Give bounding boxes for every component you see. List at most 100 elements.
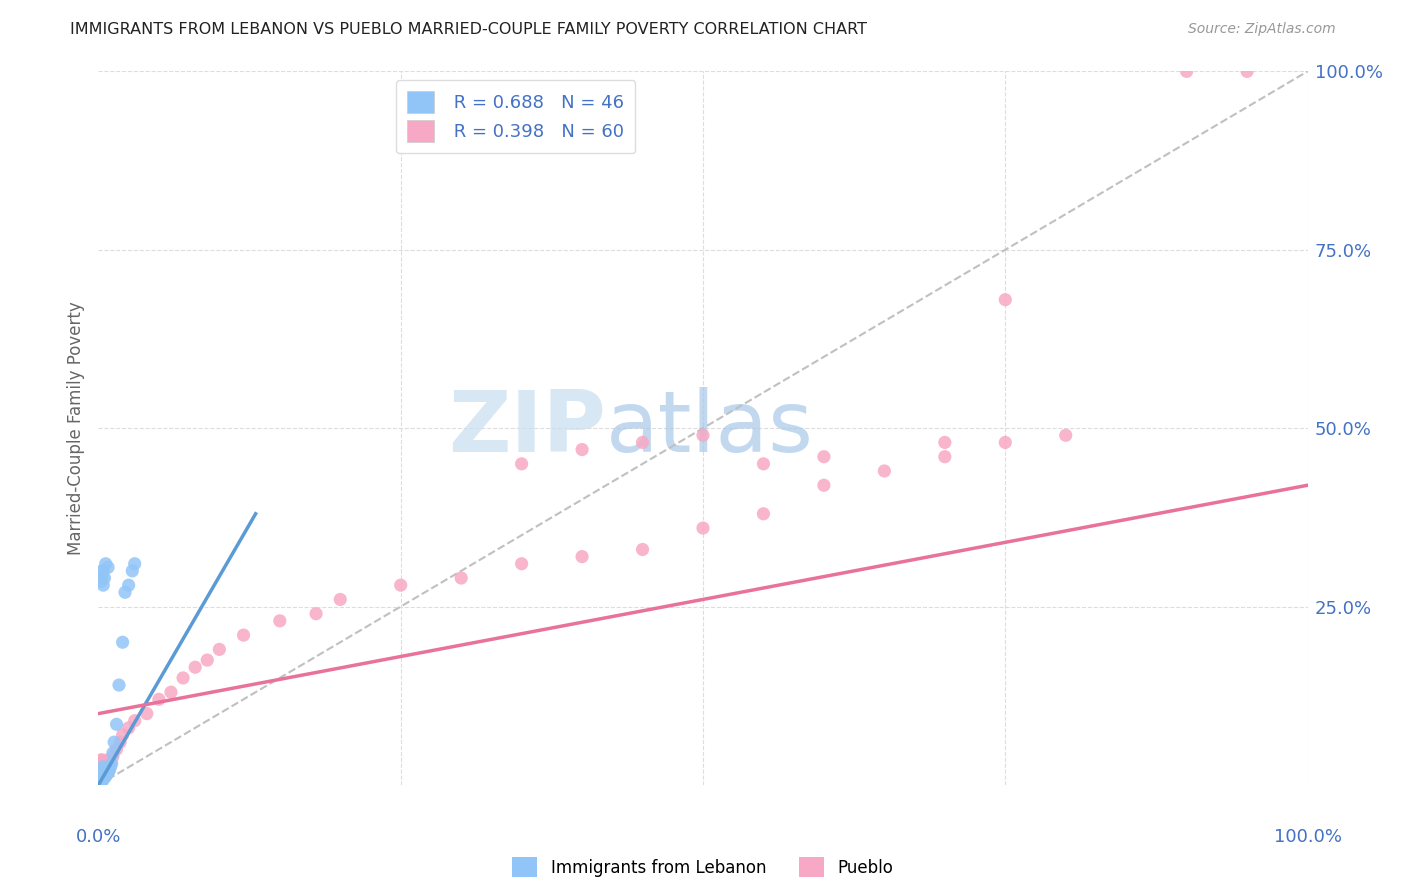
Point: [91, 756, 114, 771]
Point: [571, 549, 593, 564]
Point: [89, 756, 111, 771]
Point: [93, 760, 115, 774]
Point: [93, 760, 115, 774]
Text: atlas: atlas: [606, 386, 814, 470]
Text: Source: ZipAtlas.com: Source: ZipAtlas.com: [1188, 22, 1336, 37]
Point: [93, 571, 115, 585]
Point: [91, 571, 114, 585]
Point: [114, 585, 136, 599]
Point: [90, 773, 112, 788]
Point: [101, 746, 124, 760]
Point: [100, 756, 122, 771]
Text: 100.0%: 100.0%: [1274, 828, 1341, 846]
Point: [91, 762, 114, 776]
Point: [135, 706, 157, 721]
Point: [208, 642, 231, 657]
Point: [91, 760, 114, 774]
Point: [510, 557, 533, 571]
Point: [97, 560, 120, 574]
Point: [813, 450, 835, 464]
Point: [89, 772, 111, 787]
Text: IMMIGRANTS FROM LEBANON VS PUEBLO MARRIED-COUPLE FAMILY POVERTY CORRELATION CHAR: IMMIGRANTS FROM LEBANON VS PUEBLO MARRIE…: [70, 22, 868, 37]
Point: [1175, 64, 1198, 78]
Point: [94, 764, 117, 778]
Point: [96, 753, 118, 767]
Point: [94, 557, 117, 571]
Point: [98, 764, 121, 778]
Point: [108, 678, 131, 692]
Point: [89, 774, 111, 789]
Point: [90, 771, 112, 785]
Point: [96, 762, 118, 776]
Point: [98, 760, 121, 774]
Point: [994, 435, 1017, 450]
Point: [389, 578, 412, 592]
Point: [124, 557, 146, 571]
Point: [93, 767, 115, 781]
Point: [97, 756, 120, 771]
Point: [90, 753, 112, 767]
Point: [90, 760, 112, 774]
Point: [172, 671, 194, 685]
Point: [118, 578, 141, 592]
Point: [105, 742, 128, 756]
Point: [111, 635, 134, 649]
Point: [571, 442, 593, 457]
Point: [93, 771, 115, 785]
Point: [100, 760, 122, 774]
Point: [752, 507, 775, 521]
Point: [184, 660, 207, 674]
Point: [90, 767, 112, 781]
Point: [90, 764, 112, 778]
Point: [1236, 64, 1258, 78]
Point: [111, 728, 134, 742]
Point: [90, 574, 112, 589]
Point: [994, 293, 1017, 307]
Point: [91, 767, 114, 781]
Legend: Immigrants from Lebanon, Pueblo: Immigrants from Lebanon, Pueblo: [506, 850, 900, 884]
Point: [105, 717, 128, 731]
Point: [121, 564, 143, 578]
Point: [108, 735, 131, 749]
Point: [94, 764, 117, 778]
Point: [94, 769, 117, 783]
Y-axis label: Married-Couple Family Poverty: Married-Couple Family Poverty: [66, 301, 84, 555]
Point: [752, 457, 775, 471]
Point: [100, 756, 122, 771]
Point: [101, 749, 124, 764]
Point: [90, 776, 112, 790]
Point: [96, 760, 118, 774]
Point: [269, 614, 291, 628]
Point: [305, 607, 328, 621]
Point: [103, 735, 125, 749]
Point: [450, 571, 472, 585]
Point: [91, 564, 114, 578]
Point: [934, 435, 956, 450]
Point: [91, 753, 114, 767]
Point: [91, 760, 114, 774]
Point: [329, 592, 352, 607]
Point: [97, 764, 120, 778]
Point: [692, 521, 714, 535]
Point: [873, 464, 896, 478]
Point: [89, 760, 111, 774]
Point: [96, 767, 118, 781]
Text: ZIP: ZIP: [449, 386, 606, 470]
Point: [97, 765, 120, 780]
Point: [89, 771, 111, 785]
Point: [148, 692, 170, 706]
Point: [510, 457, 533, 471]
Point: [89, 764, 111, 778]
Point: [160, 685, 183, 699]
Point: [91, 765, 114, 780]
Point: [124, 714, 146, 728]
Point: [232, 628, 254, 642]
Point: [90, 771, 112, 785]
Point: [94, 756, 117, 771]
Point: [97, 760, 120, 774]
Point: [91, 774, 114, 789]
Point: [89, 767, 111, 781]
Point: [91, 564, 114, 578]
Text: 0.0%: 0.0%: [76, 828, 121, 846]
Point: [692, 428, 714, 442]
